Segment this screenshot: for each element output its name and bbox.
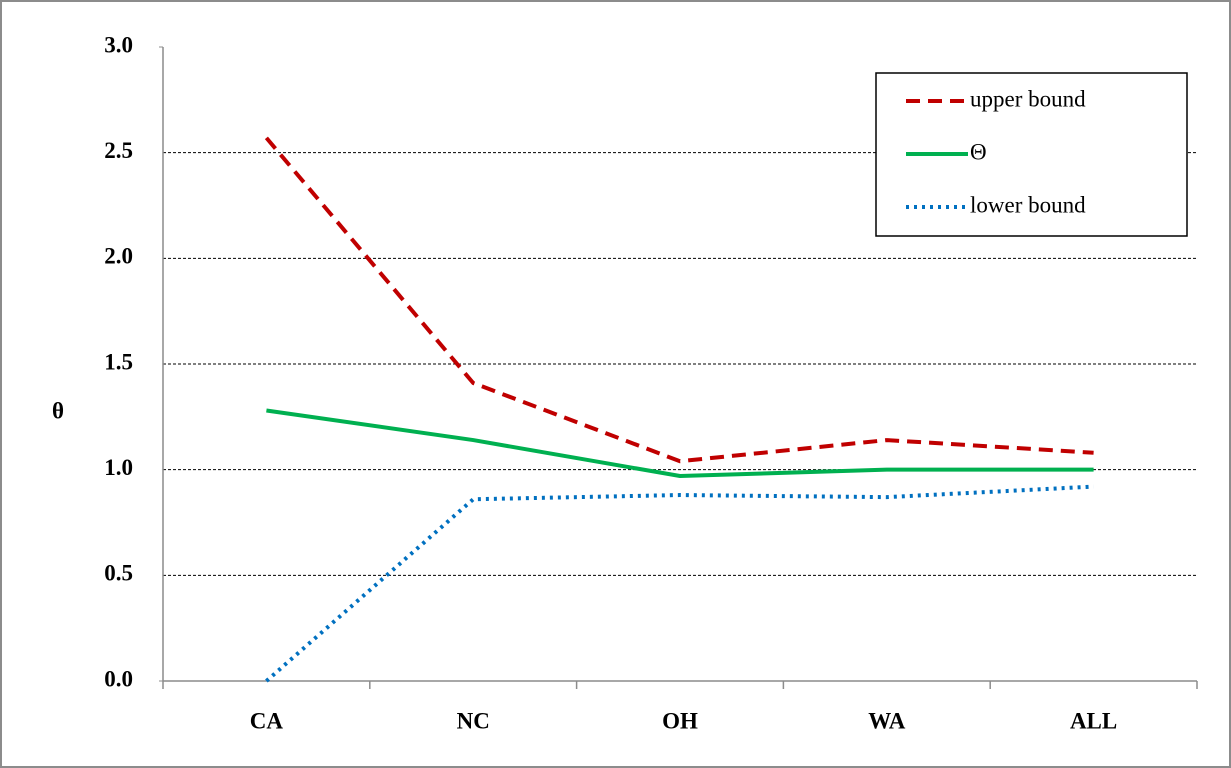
y-tick-label: 3.0 <box>104 32 133 57</box>
y-tick-label: 2.5 <box>104 138 133 163</box>
y-axis-label: θ <box>52 398 64 423</box>
legend-label: Θ <box>970 139 987 164</box>
y-tick-label: 2.0 <box>104 244 133 269</box>
series-line <box>266 408 1094 479</box>
x-tick-label: CA <box>250 708 284 733</box>
y-tick-label: 1.0 <box>104 455 133 480</box>
legend-label: lower bound <box>970 192 1086 217</box>
x-tick-label: NC <box>457 708 490 733</box>
x-tick-label: OH <box>662 708 698 733</box>
y-tick-label: 0.0 <box>104 666 133 691</box>
x-tick-label: ALL <box>1070 708 1117 733</box>
series-line <box>265 484 1094 683</box>
y-tick-label: 0.5 <box>104 561 133 586</box>
y-tick-label: 1.5 <box>104 349 133 374</box>
legend-label: upper bound <box>970 86 1086 111</box>
x-tick-label: WA <box>868 708 905 733</box>
series-line <box>264 136 1094 464</box>
